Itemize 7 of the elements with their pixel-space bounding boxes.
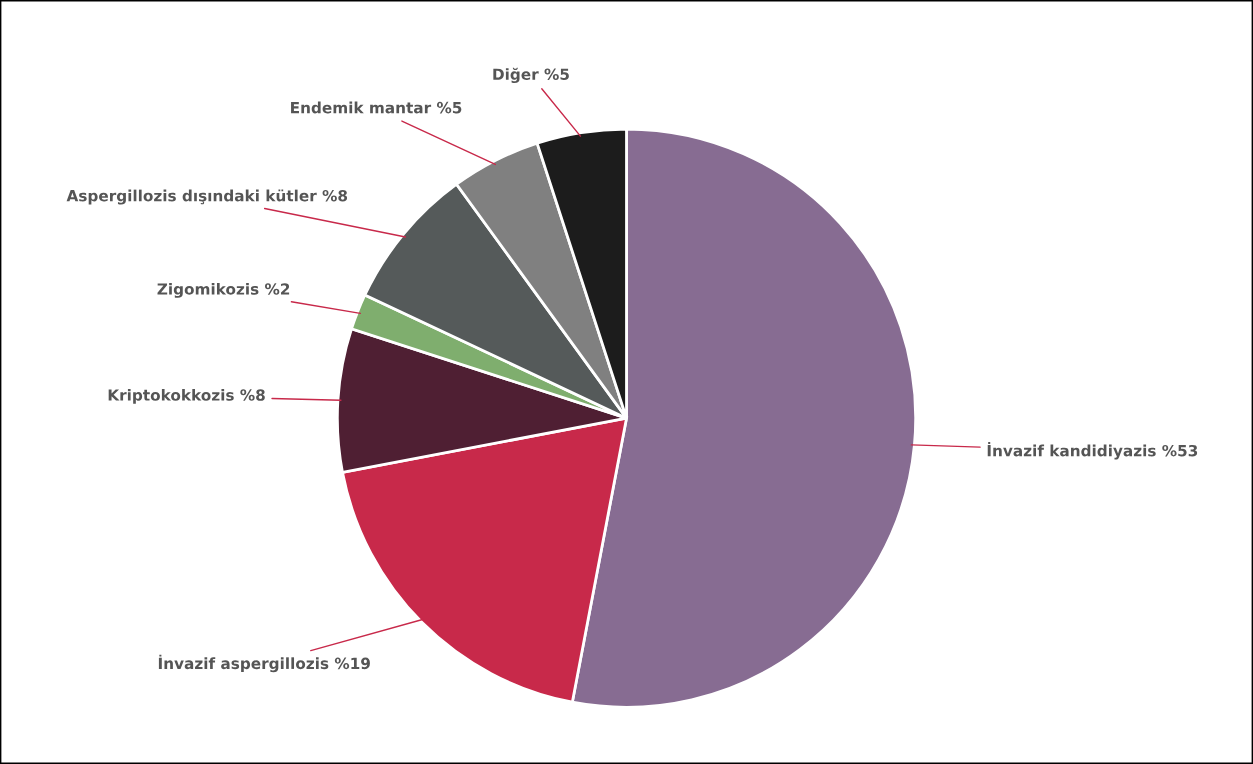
slice-label: Kriptokokkozis %8 <box>108 388 265 404</box>
slice-label: Zigomikozis %2 <box>157 282 290 298</box>
slice-label: İnvazif aspergillozis %19 <box>158 654 370 673</box>
slice-label: İnvazif kandidiyazis %53 <box>987 442 1198 460</box>
slice-label: Aspergillozis dışındaki kütler %8 <box>66 189 348 205</box>
slice-label: Diğer %5 <box>493 67 569 84</box>
slice-label: Endemik mantar %5 <box>291 101 462 114</box>
